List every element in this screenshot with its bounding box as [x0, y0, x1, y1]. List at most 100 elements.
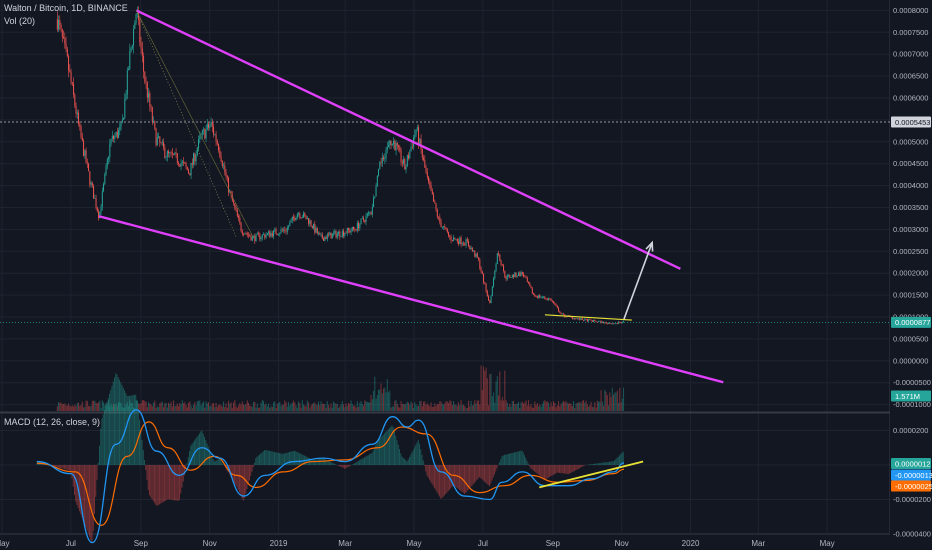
macd-histogram-bar [191, 443, 193, 465]
candle-body [576, 318, 578, 319]
volume-bar [475, 403, 477, 411]
price-tick-label: 0.0004000 [893, 181, 928, 190]
candle-body [378, 169, 380, 176]
volume-bar [530, 404, 532, 411]
macd-pane [36, 373, 644, 544]
price-tick-label: 0.0001500 [893, 291, 928, 300]
candle-body [175, 152, 177, 154]
volume-bar [583, 400, 585, 411]
volume-bar [316, 404, 318, 411]
candle-body [231, 194, 233, 201]
volume-bar [494, 402, 496, 411]
candle-body [594, 319, 596, 322]
candle-body [561, 313, 563, 315]
candle-body [273, 230, 275, 237]
macd-histogram-bar [196, 436, 198, 465]
macd-histogram-bar [152, 465, 154, 501]
macd-histogram-bar [326, 460, 328, 465]
candle-body [606, 323, 608, 324]
candle-body [499, 254, 501, 261]
candle-body [458, 241, 460, 244]
volume-bar [455, 404, 457, 411]
volume-bar [283, 404, 285, 411]
volume-bar [488, 405, 490, 411]
macd-histogram-bar [190, 445, 192, 465]
volume-bar [216, 406, 218, 411]
candle-body [169, 152, 171, 154]
macd-histogram-bar [595, 463, 597, 465]
candle-body [415, 129, 417, 135]
volume-bar [603, 406, 605, 411]
macd-histogram-bar [466, 465, 468, 492]
candle-body [410, 146, 412, 152]
macd-histogram-bar [533, 465, 535, 472]
macd-histogram-bar [565, 465, 567, 474]
macd-histogram-bar [553, 465, 555, 475]
candle-body [239, 217, 241, 223]
candle-body [94, 198, 96, 199]
macd-histogram-bar [52, 465, 54, 466]
candle-body [116, 131, 118, 138]
volume-bar [151, 406, 153, 411]
candle-body [128, 69, 130, 71]
volume-bar [101, 400, 103, 411]
volume-bar [616, 390, 618, 411]
candle-body [183, 161, 185, 163]
macd-histogram-bar [61, 465, 63, 469]
volume-bar [229, 403, 231, 411]
volume-bar [509, 403, 511, 411]
macd-histogram-bar [427, 465, 429, 478]
macd-histogram-bar [180, 465, 182, 494]
macd-histogram-bar [197, 435, 199, 465]
macd-histogram-bar [112, 381, 114, 465]
macd-histogram-bar [173, 465, 175, 501]
candle-body [366, 213, 368, 216]
macd-histogram-bar [116, 374, 118, 465]
volume-bar [234, 400, 236, 411]
macd-histogram-bar [285, 453, 287, 465]
candle-body [463, 243, 465, 245]
macd-histogram-bar [532, 465, 534, 471]
macd-histogram-bar [437, 465, 439, 495]
macd-histogram-bar [296, 451, 298, 465]
candle-body [473, 250, 475, 252]
candle-body [101, 191, 103, 207]
candle-body [598, 321, 600, 322]
volume-bar [220, 405, 222, 411]
macd-histogram-bar [130, 395, 132, 465]
macd-tick-label: 0.0000200 [893, 426, 928, 435]
candle-body [220, 155, 222, 162]
time-axis[interactable]: May Jul Sep Nov 2019 Mar May Jul Sep Nov 2020 Mar Ma… [0, 539, 835, 548]
macd-legend[interactable]: MACD (12, 26, close, 9) [4, 417, 104, 427]
macd-histogram-bar [322, 458, 324, 465]
symbol-legend[interactable]: Walton / Bitcoin, 1D, BINANCE [4, 3, 132, 13]
volume-bar [396, 403, 398, 411]
candle-body [330, 232, 332, 239]
candle-body [334, 231, 336, 234]
volume-bar [496, 376, 498, 411]
volume-bar [448, 403, 450, 411]
volume-bar [389, 390, 391, 411]
macd-histogram-bar [333, 463, 335, 465]
candle-body [395, 142, 397, 151]
volume-bar [399, 407, 401, 411]
macd-histogram-bar [390, 426, 392, 465]
volume-legend[interactable]: Vol (20) [4, 16, 39, 26]
macd-histogram-bar [318, 459, 320, 465]
volume-bar [570, 403, 572, 411]
volume-bar [86, 400, 88, 411]
candle-body [346, 227, 348, 234]
candle-body [213, 126, 215, 135]
symbol-title: Walton / Bitcoin, 1D, BINANCE [4, 3, 128, 13]
volume-bar [131, 402, 133, 411]
volume-bar [133, 407, 135, 411]
macd-histogram-bar [457, 465, 459, 489]
volume-bar [555, 407, 557, 411]
macd-histogram-bar [405, 460, 407, 465]
volume-bar [225, 403, 227, 411]
macd-histogram-bar [218, 458, 220, 465]
volume-bar [289, 405, 291, 411]
macd-histogram-bar [520, 450, 522, 465]
macd-histogram-bar [166, 465, 168, 500]
